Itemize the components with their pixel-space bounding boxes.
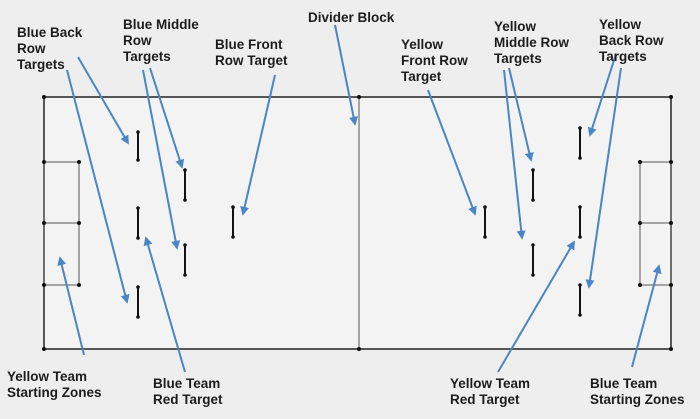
label-yellow-team-red-target: Yellow Team Red Target [450,376,531,407]
targets [137,127,581,318]
label-blue-middle-row-targets: Blue Middle Row Targets [123,17,199,64]
arrow-yellow-back-row-1 [587,53,617,137]
label-blue-team-starting-zones: Blue Team Starting Zones [590,376,685,407]
field-boundary [43,96,672,350]
arrow-yellow-middle-row-1 [508,67,534,162]
label-blue-back-row-targets: Blue Back Row Targets [17,25,83,72]
label-yellow-team-starting-zones: Yellow Team Starting Zones [7,369,102,400]
target-end-dots [136,126,582,319]
arrow-yellow-front-row [427,89,477,216]
yellow-starting-zone-bottom [43,222,80,286]
blue-starting-zone-bottom [639,222,672,286]
label-yellow-front-row-target: Yellow Front Row Target [401,37,468,84]
arrow-yellow-middle-row-2 [503,69,526,240]
label-yellow-middle-row-targets: Yellow Middle Row Targets [494,19,569,66]
arrow-divider-block [334,24,358,126]
arrow-blue-back-row-1 [77,56,129,145]
label-divider-block: Divider Block [308,10,395,25]
label-blue-front-row-target: Blue Front Row Target [215,37,288,68]
arrow-blue-back-row-2 [66,69,130,304]
arrow-blue-middle-row-2 [142,69,181,250]
arrow-blue-red-target [143,236,186,373]
arrow-yellow-starting-zones [57,256,85,356]
arrow-blue-starting-zones [631,264,662,368]
callout-arrows [57,24,662,373]
label-yellow-back-row-targets: Yellow Back Row Targets [599,17,664,64]
field-junction-dots [42,95,673,351]
label-blue-team-red-target: Blue Team Red Target [153,376,223,407]
arrow-yellow-back-row-2 [585,67,622,289]
arrow-blue-middle-row-1 [149,67,185,169]
arrow-yellow-red-target [497,240,575,373]
field [42,95,673,351]
arrow-blue-front-row [240,74,276,216]
